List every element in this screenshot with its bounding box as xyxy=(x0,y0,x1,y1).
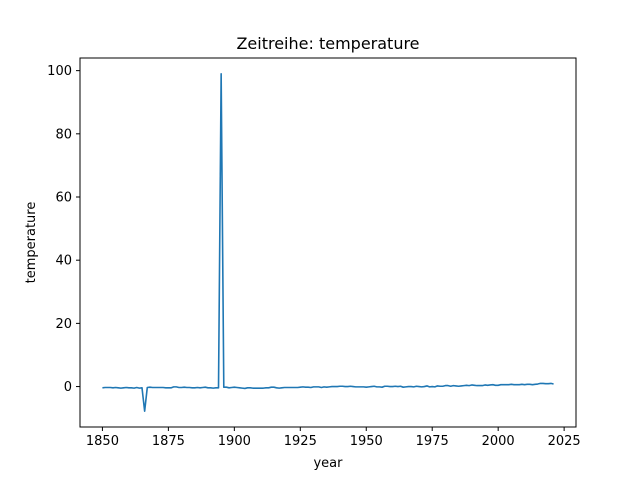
series-line xyxy=(102,73,554,413)
y-tick-label: 0 xyxy=(64,380,72,395)
y-tick-label: 80 xyxy=(55,127,72,142)
x-tick-label: 1975 xyxy=(416,434,449,449)
y-axis-label: temperature xyxy=(24,202,39,284)
x-tick-label: 1900 xyxy=(218,434,251,449)
y-axis-ticks: 0 20 40 60 80 100 xyxy=(47,64,80,395)
x-tick-label: 1925 xyxy=(284,434,317,449)
x-tick-label: 2025 xyxy=(548,434,581,449)
axes-frame xyxy=(79,57,577,428)
y-tick-label: 100 xyxy=(47,64,72,79)
x-tick-label: 2000 xyxy=(482,434,515,449)
x-axis-label: year xyxy=(313,456,343,471)
y-tick-label: 40 xyxy=(55,254,72,269)
chart-title: Zeitreihe: temperature xyxy=(236,34,419,53)
x-axis-ticks: 1850 1875 1900 1925 1950 1975 2000 2025 xyxy=(86,427,581,449)
x-tick-label: 1950 xyxy=(350,434,383,449)
x-tick-label: 1850 xyxy=(86,434,119,449)
plot-layer xyxy=(102,73,554,413)
x-tick-label: 1875 xyxy=(152,434,185,449)
y-tick-label: 20 xyxy=(55,317,72,332)
y-tick-label: 60 xyxy=(55,191,72,206)
